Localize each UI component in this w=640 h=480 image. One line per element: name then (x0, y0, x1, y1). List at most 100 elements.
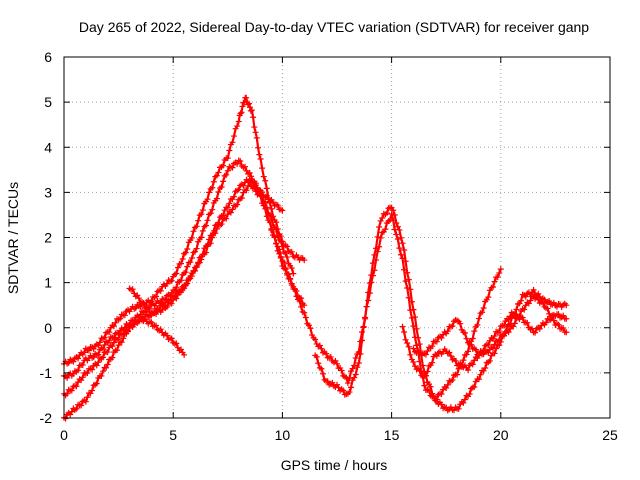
data-point-marker (521, 306, 528, 313)
data-point-marker (104, 361, 111, 368)
data-point-marker (163, 332, 170, 339)
data-point-marker (195, 260, 202, 267)
data-point-marker (296, 297, 303, 304)
data-point-marker (486, 357, 493, 364)
data-point-marker (174, 264, 181, 271)
x-tick-label: 5 (169, 427, 177, 443)
data-point-marker (263, 192, 270, 199)
data-point-marker (550, 317, 557, 324)
data-point-marker (408, 298, 415, 305)
data-point-marker (298, 303, 305, 310)
data-point-marker (100, 354, 106, 361)
data-point-marker (408, 314, 415, 321)
data-point-marker (188, 254, 195, 261)
y-tick-label: 2 (44, 230, 52, 246)
data-point-marker (263, 185, 270, 192)
data-point-marker (255, 144, 262, 151)
data-point-marker (369, 260, 376, 267)
x-tick-label: 20 (493, 427, 509, 443)
data-point-marker (334, 360, 340, 367)
data-point-marker (132, 305, 139, 312)
data-point-marker (84, 394, 91, 401)
data-point-marker (193, 264, 200, 271)
y-axis-title: SDTVAR / TECUs (5, 182, 21, 294)
data-point-marker (263, 213, 270, 220)
data-point-marker (461, 396, 468, 403)
data-point-marker (100, 345, 106, 352)
data-point-marker (460, 357, 467, 364)
data-point-marker (82, 398, 89, 405)
data-point-marker (404, 269, 411, 276)
data-point-marker (223, 171, 230, 178)
data-point-marker (466, 390, 473, 397)
data-point-marker (168, 335, 175, 342)
data-point-marker (313, 353, 320, 360)
data-point-marker (447, 352, 454, 359)
data-point-marker (259, 189, 266, 196)
data-point-marker (153, 293, 160, 300)
data-point-marker (391, 211, 398, 218)
data-point-marker (315, 360, 322, 367)
data-point-marker (508, 309, 515, 316)
data-point-marker (220, 212, 227, 219)
data-point-marker (348, 384, 355, 391)
data-point-marker (422, 372, 429, 379)
data-point-marker (173, 340, 180, 347)
data-point-marker (410, 359, 417, 366)
data-point-marker (377, 234, 384, 241)
data-point-marker (173, 284, 180, 291)
data-point-marker (260, 173, 267, 180)
data-point-marker (490, 284, 496, 291)
axis-ticks (63, 56, 611, 419)
data-point-marker (179, 286, 186, 293)
data-point-marker (397, 234, 404, 241)
grid (64, 57, 610, 418)
data-point-marker (168, 300, 175, 307)
data-point-marker (249, 179, 256, 186)
data-point-marker (485, 294, 492, 301)
data-point-marker (475, 315, 482, 322)
data-point-marker (215, 219, 222, 226)
data-point-marker (302, 314, 309, 321)
data-point-marker (184, 245, 191, 252)
data-point-marker (446, 349, 453, 356)
data-point-marker (463, 335, 470, 342)
data-point-marker (188, 234, 195, 241)
data-point-marker (405, 343, 412, 350)
data-point-marker (505, 329, 512, 336)
data-point-marker (248, 175, 255, 182)
data-point-marker (401, 246, 408, 253)
data-point-marker (429, 390, 436, 397)
data-point-marker (270, 199, 277, 206)
data-point-marker (424, 348, 431, 355)
data-point-marker (124, 328, 131, 335)
data-point-marker (89, 366, 96, 373)
data-point-marker (536, 325, 543, 332)
data-point-marker (466, 338, 473, 345)
data-point-marker (351, 362, 358, 369)
data-point-marker (352, 355, 359, 362)
data-point-marker (421, 382, 428, 389)
data-point-marker (75, 355, 82, 362)
data-point-marker (238, 109, 245, 116)
data-point-marker (290, 270, 297, 277)
data-point-marker (168, 277, 175, 284)
data-point-marker (157, 326, 164, 333)
data-point-marker (213, 195, 220, 202)
data-point-marker (491, 278, 498, 285)
data-point-marker (199, 227, 206, 234)
y-tick-labels: -2 -1 0 1 2 3 4 5 6 (40, 49, 53, 426)
data-point-marker (301, 257, 308, 264)
data-point-marker (371, 251, 378, 258)
data-point-marker (235, 186, 242, 193)
data-point-marker (443, 384, 450, 391)
data-point-marker (68, 408, 75, 415)
data-point-marker (318, 345, 325, 352)
data-point-marker (248, 107, 255, 114)
data-point-marker (273, 219, 280, 226)
data-point-marker (471, 383, 478, 390)
data-point-marker (368, 272, 375, 279)
x-tick-label: 15 (384, 427, 400, 443)
data-point-marker (457, 360, 464, 367)
data-point-marker (279, 207, 286, 214)
